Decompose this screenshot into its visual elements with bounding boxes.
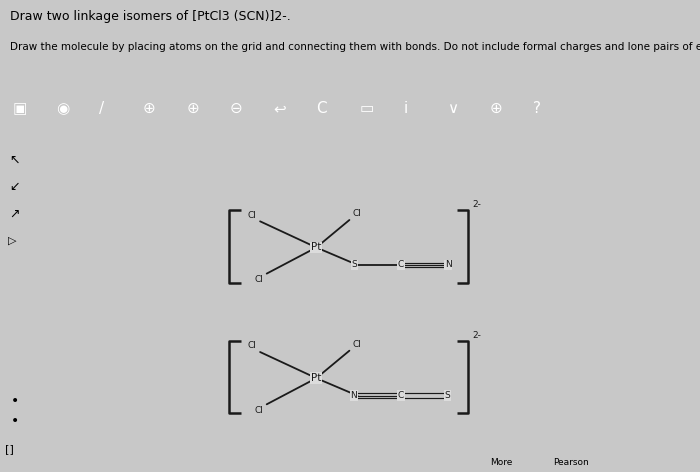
Text: /: / xyxy=(99,101,104,116)
Text: ↩: ↩ xyxy=(273,101,286,116)
Text: Cl: Cl xyxy=(255,275,263,284)
Text: ◉: ◉ xyxy=(56,101,69,116)
Text: Pearson: Pearson xyxy=(553,458,589,467)
Text: C: C xyxy=(316,101,327,116)
Text: ∨: ∨ xyxy=(447,101,458,116)
Text: Cl: Cl xyxy=(248,211,257,219)
Text: Cl: Cl xyxy=(353,209,362,219)
Text: C: C xyxy=(398,391,404,400)
Text: ⊕: ⊕ xyxy=(490,101,503,116)
Text: 2-: 2- xyxy=(473,330,482,340)
Text: •: • xyxy=(10,394,19,408)
Text: ▷: ▷ xyxy=(8,236,17,246)
Text: •: • xyxy=(10,414,19,428)
Text: ▭: ▭ xyxy=(360,101,374,116)
Text: ⊖: ⊖ xyxy=(230,101,242,116)
Text: S: S xyxy=(351,261,357,270)
Text: i: i xyxy=(403,101,407,116)
Text: ↗: ↗ xyxy=(10,207,20,220)
Text: Cl: Cl xyxy=(353,340,362,349)
Text: ↙: ↙ xyxy=(10,180,20,194)
Text: N: N xyxy=(444,261,452,270)
Text: Draw two linkage isomers of [PtCl3 (SCN)]2-.: Draw two linkage isomers of [PtCl3 (SCN)… xyxy=(10,9,291,23)
Text: ⊕: ⊕ xyxy=(143,101,155,116)
Text: C: C xyxy=(398,261,404,270)
Text: 2-: 2- xyxy=(473,200,482,209)
Text: ⊕: ⊕ xyxy=(186,101,199,116)
Text: Pt: Pt xyxy=(311,243,321,253)
Text: ↖: ↖ xyxy=(10,154,20,167)
Text: []: [] xyxy=(5,444,13,454)
Text: Cl: Cl xyxy=(255,406,263,415)
Text: ▣: ▣ xyxy=(13,101,27,116)
Text: N: N xyxy=(351,391,357,400)
Text: More: More xyxy=(490,458,512,467)
Text: Draw the molecule by placing atoms on the grid and connecting them with bonds. D: Draw the molecule by placing atoms on th… xyxy=(10,42,700,52)
Text: Cl: Cl xyxy=(248,341,257,350)
Text: Pt: Pt xyxy=(311,373,321,383)
Text: S: S xyxy=(444,391,450,400)
Text: ?: ? xyxy=(533,101,541,116)
